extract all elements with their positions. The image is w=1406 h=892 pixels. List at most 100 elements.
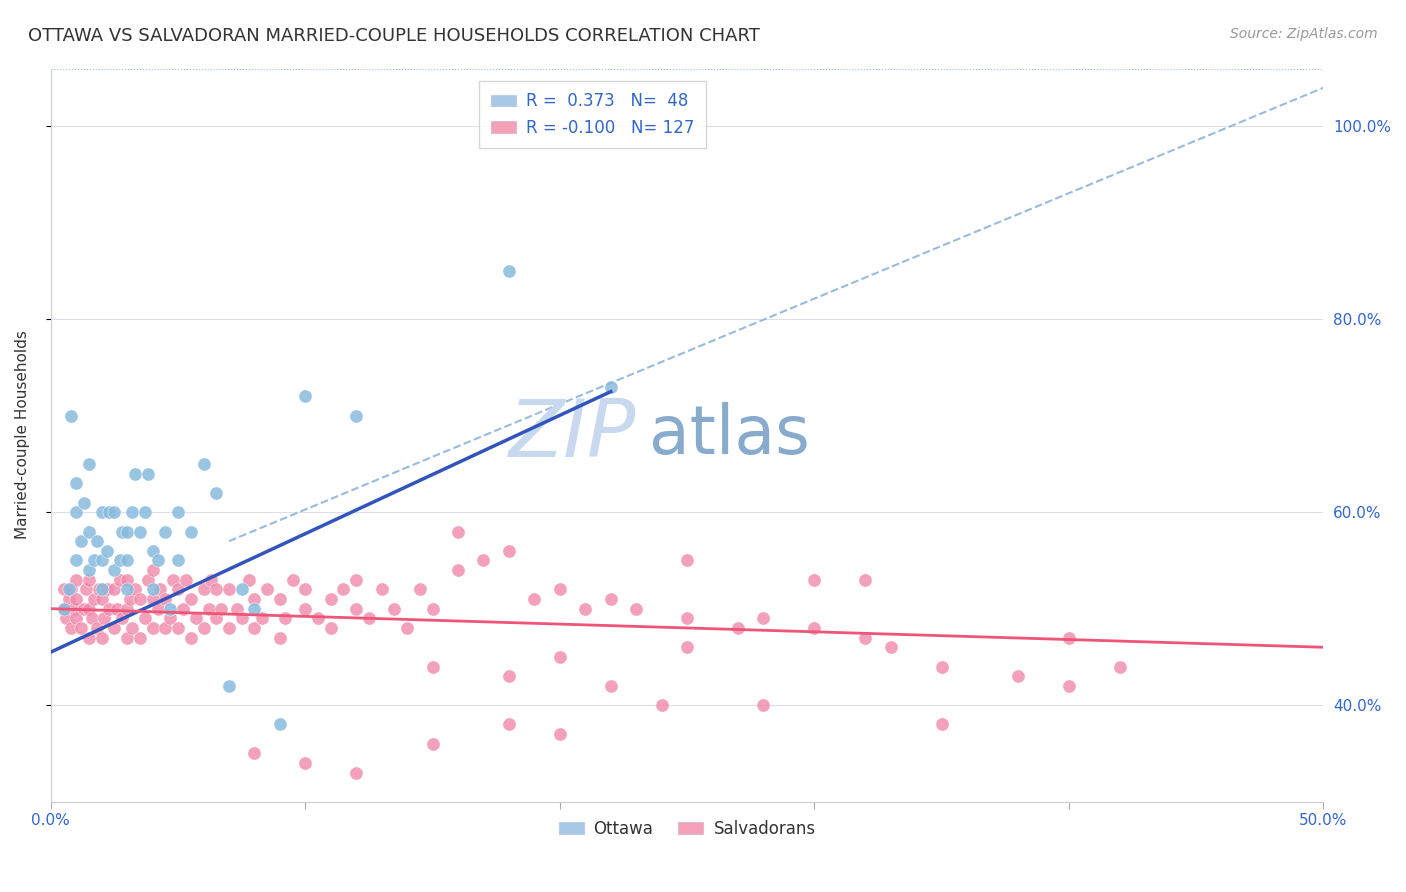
Text: Source: ZipAtlas.com: Source: ZipAtlas.com bbox=[1230, 27, 1378, 41]
Point bbox=[136, 573, 159, 587]
Point bbox=[75, 582, 97, 597]
Point bbox=[60, 409, 83, 423]
Point bbox=[83, 592, 105, 607]
Point bbox=[162, 573, 184, 587]
Point bbox=[853, 631, 876, 645]
Point bbox=[90, 553, 112, 567]
Point bbox=[62, 601, 84, 615]
Point bbox=[149, 582, 172, 597]
Point bbox=[294, 389, 316, 403]
Point bbox=[180, 524, 202, 539]
Point bbox=[111, 611, 134, 625]
Point bbox=[90, 592, 112, 607]
Point bbox=[105, 601, 128, 615]
Point bbox=[205, 486, 228, 500]
Point bbox=[344, 601, 367, 615]
Legend: Ottawa, Salvadorans: Ottawa, Salvadorans bbox=[553, 814, 823, 845]
Point bbox=[65, 592, 87, 607]
Text: ZIP: ZIP bbox=[509, 396, 636, 474]
Point bbox=[269, 717, 291, 731]
Point bbox=[90, 505, 112, 519]
Point bbox=[624, 601, 647, 615]
Point bbox=[129, 524, 152, 539]
Point bbox=[409, 582, 432, 597]
Point bbox=[1057, 679, 1080, 693]
Point bbox=[58, 582, 80, 597]
Point bbox=[65, 611, 87, 625]
Point bbox=[344, 409, 367, 423]
Point bbox=[447, 524, 470, 539]
Point bbox=[803, 621, 825, 635]
Point bbox=[184, 611, 207, 625]
Point bbox=[115, 524, 138, 539]
Point bbox=[357, 611, 380, 625]
Point bbox=[103, 621, 125, 635]
Point bbox=[180, 592, 202, 607]
Point bbox=[384, 601, 406, 615]
Point bbox=[70, 534, 93, 549]
Point bbox=[80, 611, 103, 625]
Text: atlas: atlas bbox=[650, 402, 810, 468]
Point bbox=[52, 601, 75, 615]
Point bbox=[65, 573, 87, 587]
Point bbox=[231, 611, 253, 625]
Point bbox=[77, 457, 100, 471]
Point bbox=[422, 601, 444, 615]
Point bbox=[256, 582, 278, 597]
Point bbox=[172, 601, 194, 615]
Point bbox=[243, 621, 266, 635]
Point bbox=[83, 553, 105, 567]
Point bbox=[77, 631, 100, 645]
Point bbox=[142, 543, 165, 558]
Point bbox=[269, 631, 291, 645]
Point bbox=[274, 611, 297, 625]
Point bbox=[146, 601, 169, 615]
Point bbox=[90, 631, 112, 645]
Point bbox=[111, 524, 134, 539]
Point bbox=[498, 543, 520, 558]
Point bbox=[676, 640, 699, 655]
Point bbox=[90, 582, 112, 597]
Point bbox=[136, 467, 159, 481]
Point bbox=[218, 679, 240, 693]
Point bbox=[96, 582, 118, 597]
Text: OTTAWA VS SALVADORAN MARRIED-COUPLE HOUSEHOLDS CORRELATION CHART: OTTAWA VS SALVADORAN MARRIED-COUPLE HOUS… bbox=[28, 27, 761, 45]
Point bbox=[70, 621, 93, 635]
Point bbox=[231, 582, 253, 597]
Point bbox=[142, 582, 165, 597]
Point bbox=[319, 621, 342, 635]
Point bbox=[250, 611, 273, 625]
Point bbox=[129, 631, 152, 645]
Point bbox=[159, 611, 181, 625]
Point bbox=[193, 457, 215, 471]
Point bbox=[98, 505, 121, 519]
Point bbox=[65, 505, 87, 519]
Point bbox=[879, 640, 901, 655]
Point bbox=[167, 553, 190, 567]
Point bbox=[52, 601, 75, 615]
Point bbox=[134, 505, 156, 519]
Point bbox=[86, 534, 108, 549]
Point bbox=[1007, 669, 1029, 683]
Point bbox=[205, 582, 228, 597]
Point bbox=[344, 573, 367, 587]
Point bbox=[344, 765, 367, 780]
Point bbox=[142, 592, 165, 607]
Point bbox=[498, 264, 520, 278]
Point bbox=[676, 611, 699, 625]
Point bbox=[60, 582, 83, 597]
Point bbox=[523, 592, 546, 607]
Point bbox=[447, 563, 470, 577]
Point bbox=[159, 601, 181, 615]
Point bbox=[52, 582, 75, 597]
Point bbox=[134, 611, 156, 625]
Point bbox=[73, 601, 96, 615]
Point bbox=[574, 601, 596, 615]
Point bbox=[155, 524, 177, 539]
Point bbox=[142, 621, 165, 635]
Point bbox=[103, 505, 125, 519]
Point bbox=[243, 601, 266, 615]
Point bbox=[752, 611, 775, 625]
Point bbox=[174, 573, 197, 587]
Point bbox=[599, 380, 621, 394]
